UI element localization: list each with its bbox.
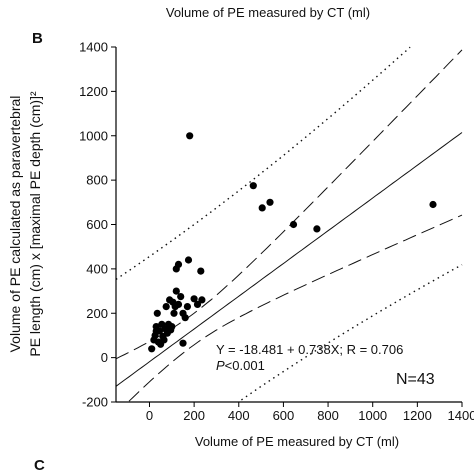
x-tick-label: 1400	[448, 408, 474, 423]
x-tick-label: 0	[146, 408, 153, 423]
data-point	[289, 220, 298, 229]
x-tick-label: 600	[273, 408, 295, 423]
y-tick-label: 200	[86, 306, 108, 321]
data-point	[186, 132, 194, 140]
y-tick-label: 800	[86, 173, 108, 188]
regression-equation: Y = -18.481 + 0.738X; R = 0.706	[216, 342, 403, 357]
data-points	[148, 132, 437, 353]
x-tick-label: 400	[228, 408, 250, 423]
prediction-band-lower	[241, 264, 463, 401]
x-axis-label: Volume of PE measured by CT (ml)	[195, 434, 399, 449]
y-tick-label: -200	[82, 395, 108, 410]
data-point	[181, 314, 189, 322]
y-tick-label: 600	[86, 217, 108, 232]
x-tick-label: 1000	[358, 408, 387, 423]
y-tick-label: 1200	[79, 84, 108, 99]
y-tick-label: 1000	[79, 128, 108, 143]
panel-label-c: C	[34, 457, 45, 474]
data-point	[193, 300, 202, 308]
x-tick-label: 800	[317, 408, 339, 423]
p-value-symbol: P	[216, 358, 225, 373]
axes: -200 0 200 400 600 800 1000 1200 1400 0 200 400 600 8…	[79, 40, 474, 424]
chart-title: Volume of PE measured by CT (ml)	[166, 5, 370, 20]
data-point	[177, 293, 185, 301]
p-value: P<0.001	[216, 358, 265, 373]
regression-line	[115, 132, 463, 387]
data-point	[266, 198, 274, 206]
data-point	[249, 182, 257, 190]
data-point	[148, 345, 156, 353]
data-point	[429, 200, 437, 209]
y-tick-label: 400	[86, 261, 108, 276]
prediction-band-upper	[115, 46, 411, 280]
y-tick-label: 0	[101, 350, 108, 365]
data-point	[258, 204, 266, 212]
data-point	[183, 303, 191, 311]
data-point	[179, 339, 187, 347]
y-axis-label-line-2: PE length (cm) x [maximal PE depth (cm)]…	[27, 91, 43, 357]
p-value-text: <0.001	[225, 358, 265, 373]
confidence-band-lower	[128, 214, 463, 402]
x-tick-label: 200	[183, 408, 205, 423]
confidence-band-upper	[115, 49, 463, 360]
x-tick-label: 1200	[403, 408, 432, 423]
data-point	[168, 323, 176, 331]
data-point	[174, 300, 183, 308]
data-point	[313, 225, 321, 233]
data-point	[172, 287, 180, 295]
data-point	[190, 295, 198, 303]
y-tick-label: 1400	[79, 40, 108, 55]
data-point	[184, 256, 193, 264]
y-axis-label-line-1: Volume of PE calculated as paravertebral	[7, 96, 23, 353]
data-point	[174, 260, 183, 268]
sample-size: N=43	[396, 371, 435, 388]
data-point	[153, 309, 161, 317]
data-point	[198, 296, 206, 304]
data-point	[162, 303, 170, 311]
data-point	[152, 327, 160, 335]
data-point	[197, 267, 205, 275]
data-point	[160, 336, 168, 344]
data-point	[170, 309, 178, 317]
panel-label-b: B	[32, 30, 43, 47]
